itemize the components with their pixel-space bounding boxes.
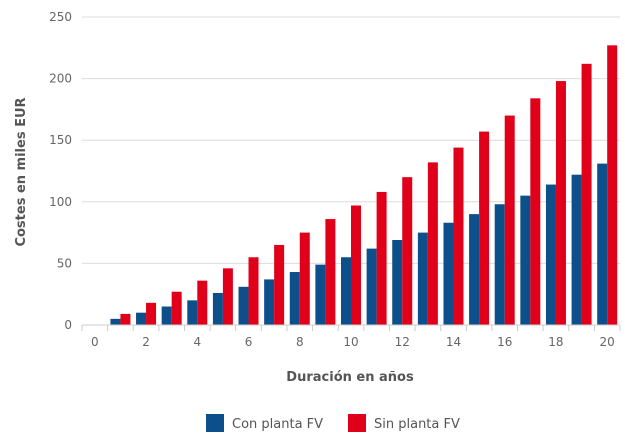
x-tick-label-0: 0 [91, 335, 99, 349]
bar-con-20 [597, 163, 608, 325]
y-tick-label-150: 150 [49, 133, 72, 147]
axes: 0 50 100 150 200 250 0 2 4 6 8 10 12 14 16 18 20 [49, 10, 621, 349]
x-tick-label-12: 12 [395, 335, 410, 349]
x-tick-label-20: 20 [600, 335, 615, 349]
y-tick-label-100: 100 [49, 195, 72, 209]
bar-sin-13 [427, 162, 438, 325]
legend-label-con: Con planta FV [232, 417, 323, 432]
bar-con-4 [187, 300, 198, 325]
bar-sin-4 [197, 280, 208, 325]
bar-sin-9 [325, 219, 336, 325]
bar-sin-17 [530, 98, 541, 325]
x-tick-label-2: 2 [142, 335, 150, 349]
legend: Con planta FV Sin planta FV [206, 414, 460, 432]
x-tick-label-16: 16 [497, 335, 512, 349]
bar-con-13 [417, 232, 428, 325]
x-axis-title: Duración en años [286, 370, 414, 385]
bar-sin-7 [274, 244, 285, 325]
y-tick-label-200: 200 [49, 72, 72, 86]
y-tick-label-0: 0 [64, 318, 72, 332]
bar-sin-15 [479, 131, 490, 325]
bar-con-12 [392, 239, 403, 325]
bar-con-16 [494, 204, 505, 325]
x-tick-label-18: 18 [548, 335, 563, 349]
bar-con-15 [469, 214, 480, 325]
bar-sin-14 [453, 147, 464, 325]
bar-con-17 [520, 195, 531, 325]
bar-con-10 [341, 257, 351, 325]
bar-sin-10 [351, 205, 361, 325]
x-tick-label-4: 4 [193, 335, 201, 349]
bar-sin-1 [120, 313, 131, 325]
bar-sin-20 [607, 45, 618, 325]
bars [110, 45, 618, 326]
legend-swatch-sin [348, 414, 366, 432]
bar-con-7 [264, 279, 275, 325]
legend-label-sin: Sin planta FV [374, 417, 460, 432]
bar-con-18 [545, 184, 556, 325]
bar-sin-3 [171, 291, 182, 325]
bar-con-11 [366, 248, 377, 325]
bar-con-6 [238, 286, 249, 325]
bar-con-8 [289, 272, 300, 325]
x-tick-label-8: 8 [296, 335, 304, 349]
bar-con-2 [136, 312, 147, 325]
bar-con-1 [110, 318, 121, 325]
bar-sin-2 [146, 302, 157, 325]
bar-con-19 [571, 174, 582, 325]
bar-sin-12 [402, 177, 413, 325]
bar-con-5 [212, 292, 223, 325]
y-axis-title: Costes en miles EUR [14, 97, 29, 246]
bar-con-14 [443, 222, 454, 325]
bar-con-9 [315, 264, 326, 325]
x-tick-label-10: 10 [343, 335, 358, 349]
x-tick-label-6: 6 [245, 335, 253, 349]
bar-con-3 [161, 306, 172, 325]
x-tick-label-14: 14 [446, 335, 461, 349]
bar-sin-11 [376, 191, 387, 325]
y-tick-label-250: 250 [49, 10, 72, 24]
bar-sin-6 [248, 257, 259, 325]
y-tick-label-50: 50 [57, 256, 72, 270]
bar-sin-19 [581, 63, 592, 325]
legend-swatch-con [206, 414, 224, 432]
bar-sin-5 [222, 268, 233, 325]
bar-sin-16 [504, 115, 515, 325]
bar-sin-18 [555, 81, 566, 326]
bar-sin-8 [299, 232, 310, 325]
